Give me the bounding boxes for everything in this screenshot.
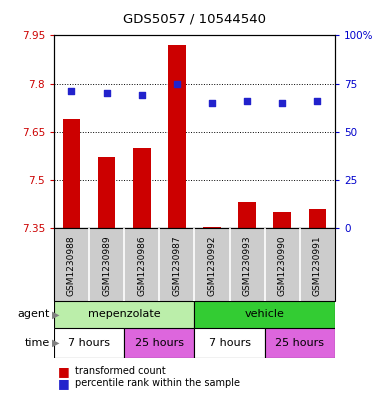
Text: ▶: ▶ [52,309,59,320]
Text: GSM1230988: GSM1230988 [67,235,76,296]
Text: 7 hours: 7 hours [209,338,251,348]
Text: ▶: ▶ [52,338,59,348]
Point [139,92,145,98]
Point [209,99,215,106]
Bar [194,301,335,328]
Text: mepenzolate: mepenzolate [88,309,161,320]
Bar [238,202,256,228]
Bar [54,328,124,358]
Bar [98,157,116,228]
Bar [309,209,326,228]
Text: GSM1230993: GSM1230993 [243,235,252,296]
Text: 25 hours: 25 hours [135,338,184,348]
Text: agent: agent [18,309,50,320]
Text: GSM1230992: GSM1230992 [208,235,216,296]
Bar [273,212,291,228]
Bar [265,328,335,358]
Text: GDS5057 / 10544540: GDS5057 / 10544540 [123,13,266,26]
Point [174,81,180,87]
Text: vehicle: vehicle [245,309,285,320]
Text: ■: ■ [58,376,70,390]
Bar [54,228,335,301]
Text: ■: ■ [58,365,70,378]
Text: GSM1230991: GSM1230991 [313,235,322,296]
Text: percentile rank within the sample: percentile rank within the sample [75,378,240,388]
Point [244,98,250,104]
Point [279,99,285,106]
Text: 25 hours: 25 hours [275,338,324,348]
Bar [124,328,194,358]
Text: transformed count: transformed count [75,366,166,376]
Bar [194,328,265,358]
Point [314,98,320,104]
Bar [54,301,194,328]
Text: time: time [25,338,50,348]
Point [104,90,110,96]
Text: 7 hours: 7 hours [68,338,110,348]
Bar [63,119,80,228]
Point [69,88,75,94]
Bar [133,148,151,228]
Text: GSM1230989: GSM1230989 [102,235,111,296]
Text: GSM1230987: GSM1230987 [172,235,181,296]
Text: GSM1230986: GSM1230986 [137,235,146,296]
Bar [168,45,186,228]
Text: GSM1230990: GSM1230990 [278,235,287,296]
Bar [203,227,221,228]
